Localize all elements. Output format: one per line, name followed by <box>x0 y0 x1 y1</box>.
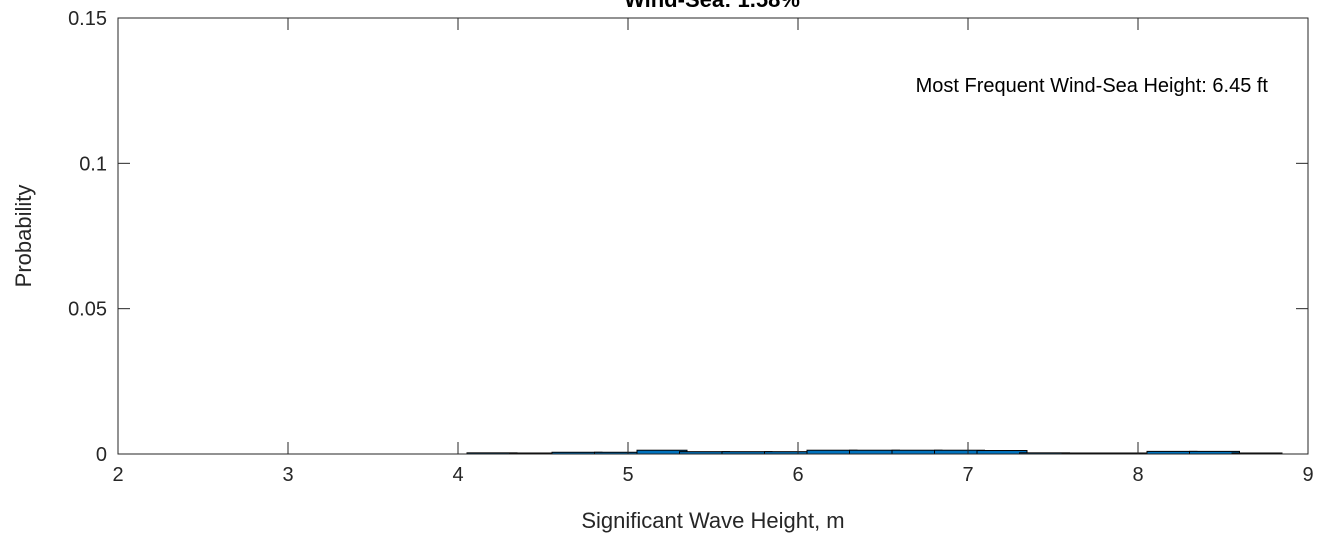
x-tick-label: 4 <box>452 464 463 486</box>
x-tick-label: 7 <box>962 464 973 486</box>
y-axis-label: Probability <box>11 185 36 288</box>
x-tick-label: 9 <box>1302 464 1313 486</box>
y-tick-label: 0.1 <box>79 153 107 175</box>
bars-group <box>466 449 1283 455</box>
x-axis-label: Significant Wave Height, m <box>581 508 844 533</box>
x-tick-label: 6 <box>792 464 803 486</box>
x-tick-label: 3 <box>282 464 293 486</box>
y-tick-label: 0.05 <box>68 299 107 321</box>
plot-frame <box>117 17 1309 455</box>
most-frequent-annotation: Most Frequent Wind-Sea Height: 6.45 ft <box>916 75 1269 97</box>
x-tick-label: 8 <box>1132 464 1143 486</box>
chart-title: Wind-Sea: 1.58% <box>624 0 800 12</box>
x-tick-label: 2 <box>112 464 123 486</box>
y-tick-label: 0.15 <box>68 8 107 30</box>
y-tick-label: 0 <box>96 444 107 466</box>
ticks-group: 2 3 4 5 6 7 8 9 0 0.05 0.1 0.15 <box>68 8 1314 486</box>
x-tick-label: 5 <box>622 464 633 486</box>
